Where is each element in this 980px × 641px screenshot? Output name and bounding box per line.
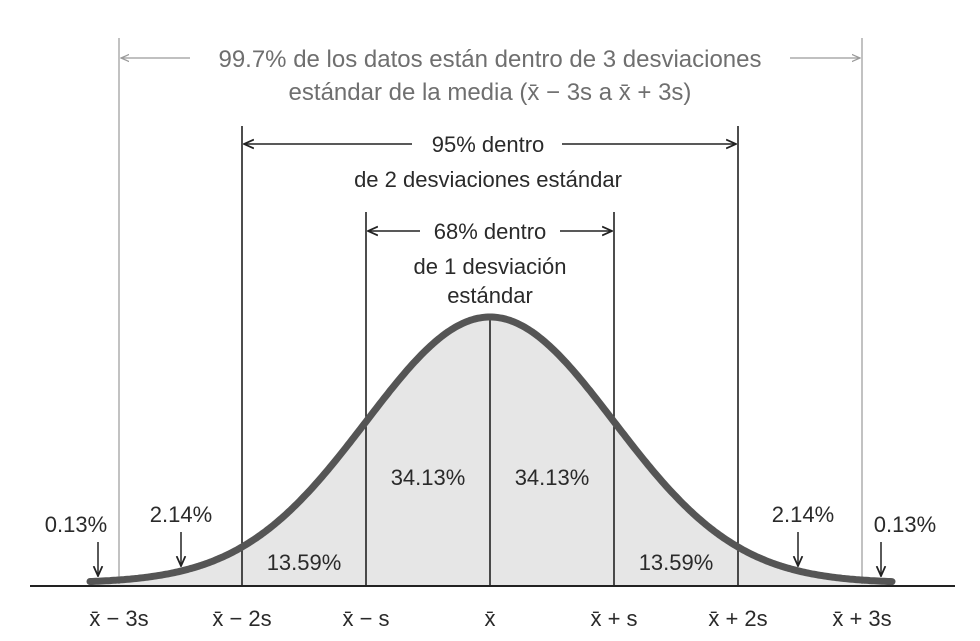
region-label-right-2to3: 2.14% xyxy=(772,502,834,527)
tick-label-minus-s: x̄ − s xyxy=(342,606,389,631)
bracket-2sd-line2: de 2 desviaciones estándar xyxy=(354,167,622,192)
tick-label-minus-2s: x̄ − 2s xyxy=(212,606,271,631)
tick-label-mean: x̄ xyxy=(485,606,496,631)
region-label-right-tail: 0.13% xyxy=(874,512,936,537)
bracket-1sd-line2: de 1 desviación xyxy=(414,254,567,279)
region-label-left-tail: 0.13% xyxy=(45,512,107,537)
tick-label-minus-3s: x̄ − 3s xyxy=(89,606,148,631)
region-label-left-1to2: 13.59% xyxy=(267,550,342,575)
tick-label-plus-s: x̄ + s xyxy=(590,606,637,631)
bracket-1sd-line3: estándar xyxy=(447,283,533,308)
tick-label-plus-3s: x̄ + 3s xyxy=(832,606,891,631)
normal-curve xyxy=(86,313,896,586)
region-label-left-0to1: 34.13% xyxy=(391,465,466,490)
region-label-right-1to2: 13.59% xyxy=(639,550,714,575)
area-under-curve xyxy=(90,317,893,586)
bracket-3sd-line2: estándar de la media (x̄ − 3s a x̄ + 3s) xyxy=(289,79,692,106)
bracket-2sd-line1: 95% dentro xyxy=(432,132,545,157)
region-label-right-0to1: 34.13% xyxy=(515,465,590,490)
region-label-left-2to3: 2.14% xyxy=(150,502,212,527)
tick-label-plus-2s: x̄ + 2s xyxy=(708,606,767,631)
bracket-1sd-line1: 68% dentro xyxy=(434,219,547,244)
bracket-3sd-line1: 99.7% de los datos están dentro de 3 des… xyxy=(218,46,761,73)
